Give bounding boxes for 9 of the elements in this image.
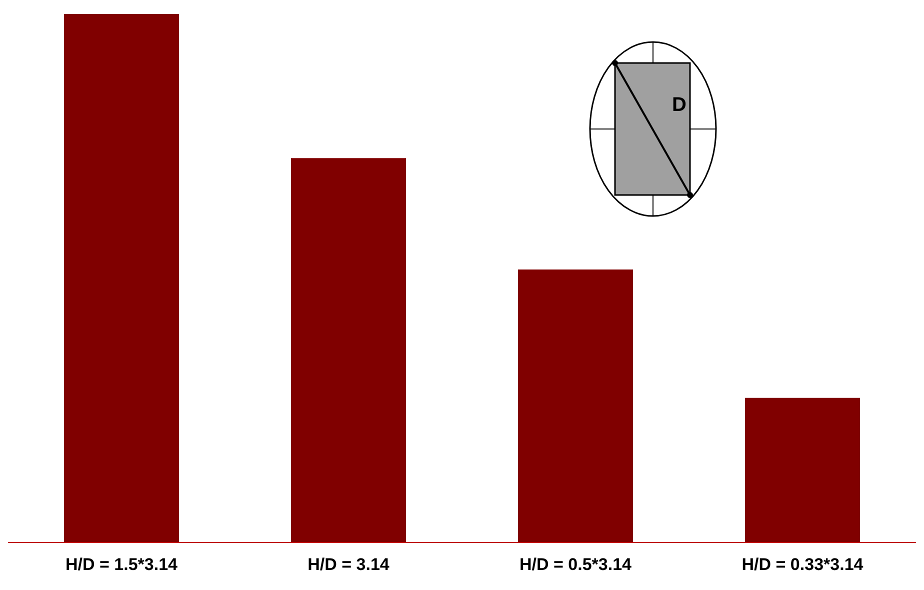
x-tick-label: H/D = 1.5*3.14 bbox=[66, 555, 178, 574]
x-tick-label: H/D = 0.33*3.14 bbox=[742, 555, 864, 574]
x-tick-label: H/D = 3.14 bbox=[308, 555, 390, 574]
bar bbox=[64, 14, 179, 542]
bar bbox=[518, 270, 633, 542]
bar bbox=[745, 398, 860, 542]
x-tick-label: H/D = 0.5*3.14 bbox=[520, 555, 632, 574]
annotation: D bbox=[672, 94, 686, 117]
bar bbox=[291, 158, 406, 542]
